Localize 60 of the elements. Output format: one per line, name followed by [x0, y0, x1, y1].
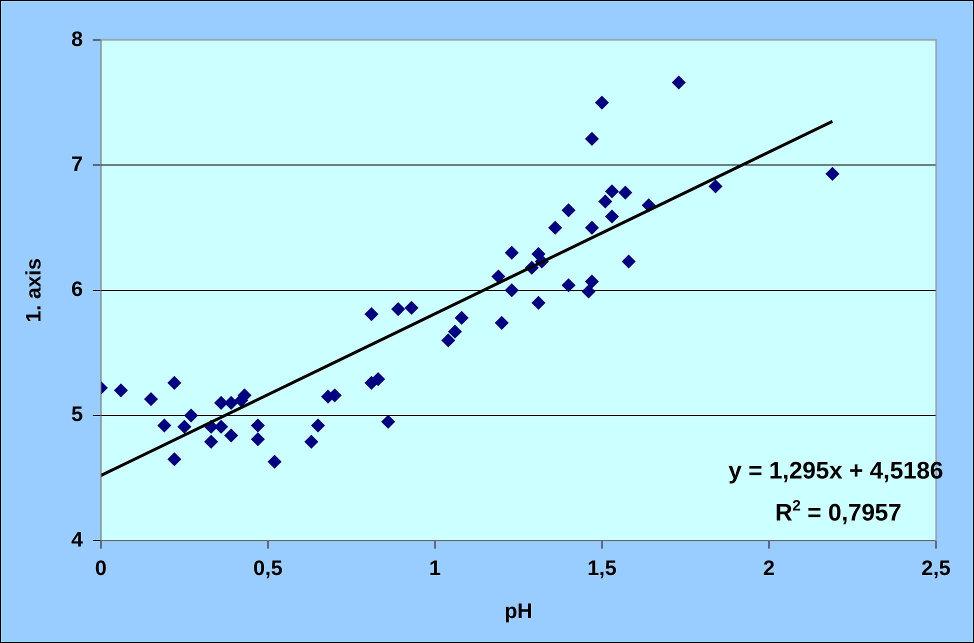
point: [825, 166, 840, 181]
x-tick-label: 2,5: [921, 556, 951, 580]
x-tick-label: 0: [95, 556, 107, 580]
point: [441, 333, 456, 348]
point: [250, 418, 265, 432]
annotation: y = 1,295x + 4,5186: [728, 458, 944, 485]
point: [622, 254, 636, 269]
point: [268, 454, 282, 469]
point: [204, 434, 218, 449]
point: [672, 76, 686, 90]
x-axis-title: pH: [504, 600, 532, 624]
point: [604, 209, 619, 224]
y-tick-label: 8: [71, 28, 84, 51]
point: [304, 434, 318, 449]
point: [494, 316, 509, 330]
point: [177, 420, 192, 434]
point: [562, 278, 576, 292]
point: [371, 372, 386, 386]
point: [562, 203, 576, 218]
point: [548, 220, 562, 235]
point: [157, 418, 172, 432]
y-tick-label: 7: [71, 152, 83, 176]
point: [604, 184, 619, 198]
point: [584, 132, 599, 146]
point: [381, 414, 396, 429]
point: [184, 408, 198, 422]
x-tick-label: 0,5: [253, 556, 283, 580]
y-tick-label: 6: [71, 278, 83, 302]
x-tick-label: 1: [429, 556, 442, 580]
point: [491, 270, 506, 284]
point: [114, 383, 128, 398]
point: [167, 452, 182, 466]
point: [167, 376, 182, 390]
point: [144, 392, 158, 406]
point: [504, 283, 519, 298]
point: [364, 307, 378, 322]
y-tick-label: 4: [71, 528, 84, 552]
point: [531, 296, 546, 310]
y-tick-label: 5: [71, 403, 84, 426]
point: [584, 220, 599, 235]
point: [504, 246, 519, 260]
point: [584, 274, 599, 289]
point: [404, 300, 419, 315]
point: [391, 302, 406, 316]
point: [214, 420, 228, 434]
y-axis-title: 1. axis: [22, 258, 46, 322]
point: [618, 186, 632, 200]
point: [250, 432, 265, 446]
point: [582, 284, 596, 299]
point: [448, 324, 462, 339]
point: [594, 96, 609, 110]
point: [598, 194, 612, 208]
point: [214, 396, 228, 410]
point: [454, 310, 469, 325]
x-tick-label: 2: [763, 556, 775, 580]
point: [708, 179, 723, 194]
point: [224, 396, 238, 410]
x-tick-label: 1,5: [587, 556, 617, 580]
point: [224, 428, 238, 442]
point: [311, 418, 326, 432]
